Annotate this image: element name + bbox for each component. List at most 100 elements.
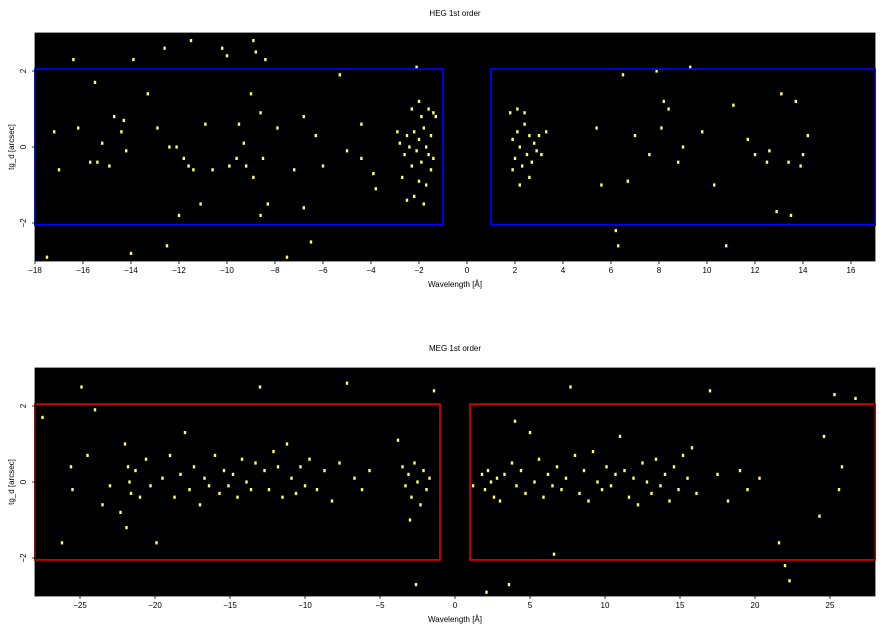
heg-event-point — [775, 210, 778, 214]
meg-event-point — [483, 488, 487, 492]
meg-event-point — [515, 484, 518, 488]
heg-event-point — [211, 168, 214, 172]
heg-event-point — [252, 39, 255, 43]
meg-event-point — [432, 389, 436, 393]
meg-event-point — [690, 446, 694, 450]
meg-event-point — [360, 488, 364, 492]
heg-event-point — [396, 130, 399, 134]
heg-y-tick-label: 0 — [19, 144, 28, 149]
meg-event-point — [240, 457, 244, 461]
heg-event-point — [422, 126, 425, 130]
heg-event-point — [101, 141, 104, 145]
meg-event-point — [222, 469, 226, 473]
heg-event-point — [338, 73, 341, 77]
heg-event-point — [403, 153, 406, 157]
heg-event-point — [345, 149, 349, 153]
heg-y-axis-label: tg_d [arcsec] — [7, 124, 16, 170]
heg-x-tick-label: −18 — [28, 266, 42, 275]
meg-event-point — [596, 480, 599, 484]
meg-event-point — [623, 469, 626, 473]
meg-event-point — [681, 453, 685, 457]
heg-event-point — [235, 156, 238, 160]
meg-x-tick-label: −25 — [73, 601, 87, 610]
meg-event-point — [108, 484, 112, 488]
heg-event-point — [535, 149, 538, 153]
meg-event-point — [126, 465, 130, 469]
heg-event-point — [677, 160, 680, 164]
heg-event-point — [237, 122, 241, 126]
heg-event-point — [626, 179, 629, 183]
meg-x-tick-label: −5 — [375, 601, 385, 610]
meg-event-point — [738, 469, 742, 473]
heg-event-point — [725, 244, 728, 248]
heg-event-point — [96, 160, 99, 164]
meg-event-point — [854, 396, 857, 400]
heg-x-tick-label: −14 — [124, 266, 138, 275]
heg-event-point — [45, 255, 49, 259]
heg-event-point — [266, 202, 269, 206]
heg-event-point — [410, 164, 413, 168]
heg-event-point — [509, 111, 512, 115]
heg-event-point — [417, 137, 421, 141]
heg-event-point — [77, 126, 80, 130]
meg-x-tick-label: 5 — [528, 601, 533, 610]
meg-y-tick-label: −2 — [19, 553, 28, 563]
heg-event-point — [187, 164, 190, 168]
meg-title: MEG 1st order — [429, 344, 481, 353]
meg-event-point — [537, 457, 541, 461]
meg-event-point — [600, 488, 604, 492]
meg-event-point — [218, 491, 221, 495]
heg-event-point — [429, 168, 433, 172]
heg-event-point — [701, 130, 704, 134]
heg-y-tick-label: 2 — [19, 68, 28, 73]
meg-event-point — [425, 488, 428, 492]
meg-event-point — [591, 450, 595, 454]
meg-event-point — [560, 488, 563, 492]
meg-panel: MEG 1st order−25 −20 −15 −10 −5 0 5 10 15 20 25−20… — [7, 344, 876, 624]
heg-event-point — [293, 168, 296, 172]
meg-event-point — [303, 484, 307, 488]
meg-event-point — [422, 469, 425, 473]
heg-event-point — [374, 187, 377, 191]
heg-event-point — [259, 213, 262, 217]
meg-event-point — [188, 488, 191, 492]
meg-event-point — [480, 472, 484, 476]
heg-x-tick-label: 0 — [465, 266, 470, 275]
meg-event-point — [614, 472, 617, 476]
meg-x-tick-label: −15 — [223, 601, 237, 610]
heg-event-point — [360, 156, 363, 160]
meg-event-point — [636, 503, 640, 507]
heg-event-point — [129, 251, 133, 255]
heg-event-point — [225, 54, 229, 58]
heg-event-point — [518, 183, 521, 187]
heg-event-point — [528, 175, 531, 179]
meg-event-point — [569, 385, 572, 389]
meg-x-tick-label: −20 — [148, 601, 162, 610]
meg-event-point — [492, 495, 496, 499]
meg-event-point — [231, 472, 235, 476]
heg-event-point — [427, 107, 430, 111]
meg-event-point — [519, 469, 523, 473]
heg-event-point — [254, 50, 257, 54]
meg-event-point — [93, 408, 97, 412]
heg-event-point — [309, 240, 313, 244]
heg-event-point — [57, 168, 61, 172]
heg-event-point — [108, 164, 111, 168]
heg-event-point — [314, 134, 317, 138]
meg-event-point — [245, 480, 248, 484]
meg-event-point — [60, 541, 64, 545]
heg-event-point — [177, 213, 181, 217]
heg-event-point — [405, 198, 409, 202]
meg-event-point — [192, 465, 196, 469]
meg-event-point — [582, 469, 586, 473]
heg-event-point — [189, 39, 193, 43]
meg-event-point — [822, 434, 826, 438]
heg-event-point — [648, 153, 651, 157]
heg-event-point — [523, 111, 526, 115]
meg-event-point — [263, 469, 266, 473]
meg-event-point — [555, 465, 559, 469]
heg-event-point — [261, 156, 265, 160]
heg-event-point — [410, 107, 413, 111]
heg-x-tick-label: 6 — [609, 266, 614, 275]
heg-event-point — [513, 156, 517, 160]
